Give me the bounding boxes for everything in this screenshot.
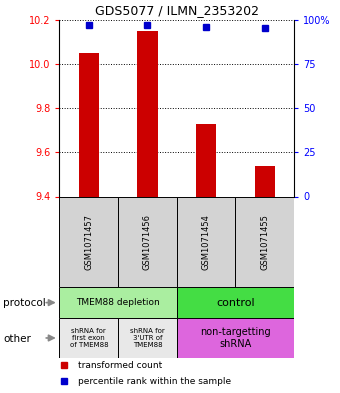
Text: GSM1071455: GSM1071455 (260, 214, 269, 270)
Bar (177, 196, 235, 287)
Text: control: control (216, 298, 255, 308)
Text: GSM1071456: GSM1071456 (143, 214, 152, 270)
Text: transformed count: transformed count (78, 361, 163, 370)
Text: percentile rank within the sample: percentile rank within the sample (78, 377, 232, 386)
Title: GDS5077 / ILMN_2353202: GDS5077 / ILMN_2353202 (95, 4, 259, 17)
Bar (79, 53, 99, 196)
Bar (59, 287, 177, 318)
Text: other: other (3, 334, 31, 344)
Text: GSM1071454: GSM1071454 (202, 214, 210, 270)
Bar (118, 196, 177, 287)
Bar (137, 31, 158, 196)
Text: TMEM88 depletion: TMEM88 depletion (76, 298, 160, 307)
Text: non-targetting
shRNA: non-targetting shRNA (200, 327, 271, 349)
Bar (255, 165, 275, 196)
Bar (235, 196, 294, 287)
Text: shRNA for
3'UTR of
TMEM88: shRNA for 3'UTR of TMEM88 (130, 328, 165, 348)
Text: GSM1071457: GSM1071457 (84, 214, 93, 270)
Bar (59, 196, 118, 287)
Bar (196, 123, 216, 196)
Bar (59, 318, 118, 358)
Text: protocol: protocol (3, 298, 46, 309)
Text: shRNA for
first exon
of TMEM88: shRNA for first exon of TMEM88 (69, 328, 108, 348)
Bar (118, 318, 177, 358)
Bar (177, 318, 294, 358)
Bar (177, 287, 294, 318)
